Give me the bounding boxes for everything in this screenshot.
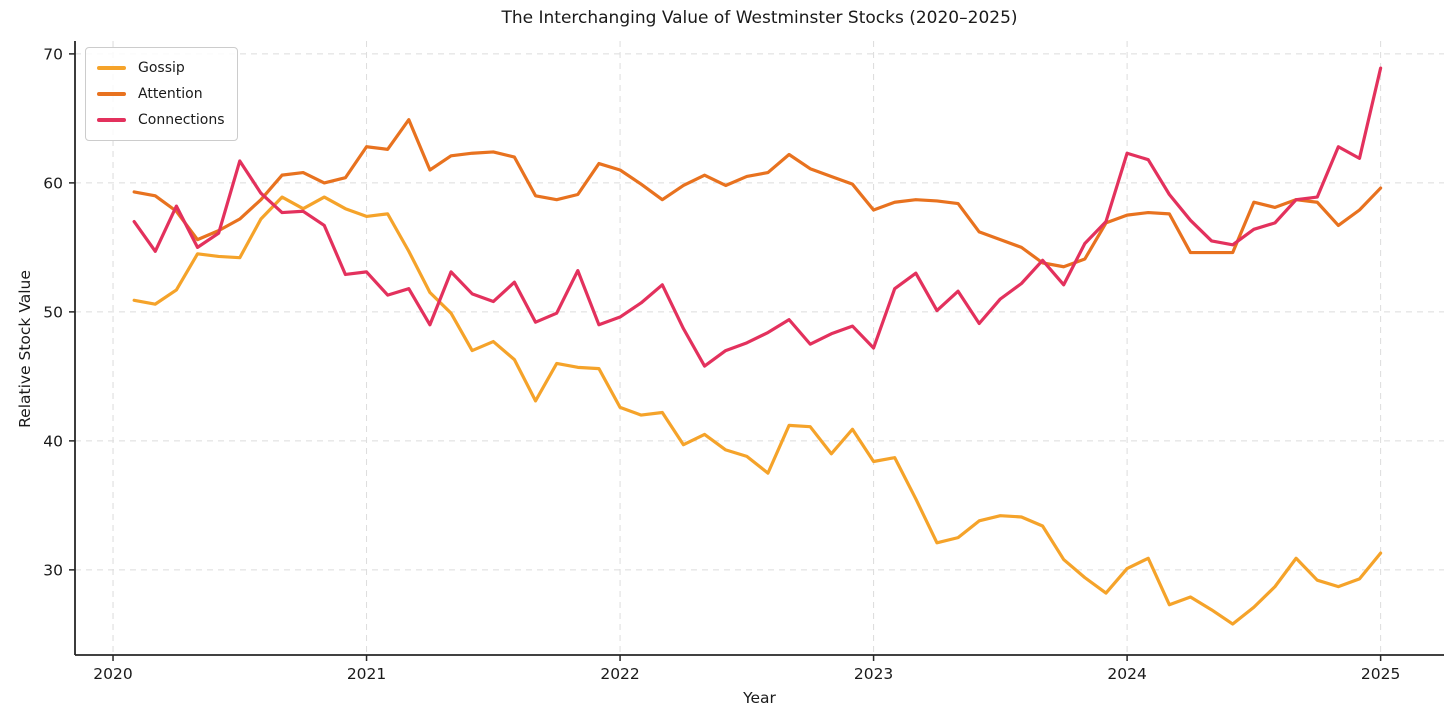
chart-title: The Interchanging Value of Westminster S… — [501, 8, 1018, 28]
x-tick-label: 2023 — [854, 665, 893, 683]
y-tick-label: 40 — [43, 432, 63, 450]
x-tick-label: 2025 — [1361, 665, 1400, 683]
legend-item-gossip: Gossip — [97, 55, 225, 81]
legend-label: Connections — [138, 112, 225, 128]
x-tick-label: 2024 — [1107, 665, 1146, 683]
legend-box: Gossip Attention Connections — [85, 47, 238, 141]
series-line-attention — [132, 118, 1383, 269]
legend-label: Attention — [138, 86, 203, 102]
series-line-connections — [132, 66, 1383, 368]
connections-line-swatch — [97, 118, 126, 122]
x-tick-label: 2020 — [93, 665, 132, 683]
x-tick-label: 2022 — [600, 665, 639, 683]
y-tick-label: 50 — [43, 303, 63, 321]
legend-item-connections: Connections — [97, 107, 225, 133]
legend-label: Gossip — [138, 60, 185, 76]
y-tick-label: 30 — [43, 561, 63, 579]
attention-line-swatch — [97, 92, 126, 96]
gossip-line-swatch — [97, 66, 126, 70]
y-tick-label: 70 — [43, 45, 63, 63]
y-axis-label: Relative Stock Value — [16, 270, 34, 428]
x-axis-label: Year — [743, 689, 776, 707]
legend-item-attention: Attention — [97, 81, 225, 107]
x-tick-label: 2021 — [347, 665, 386, 683]
y-tick-label: 60 — [43, 174, 63, 192]
series-line-gossip — [132, 195, 1383, 626]
